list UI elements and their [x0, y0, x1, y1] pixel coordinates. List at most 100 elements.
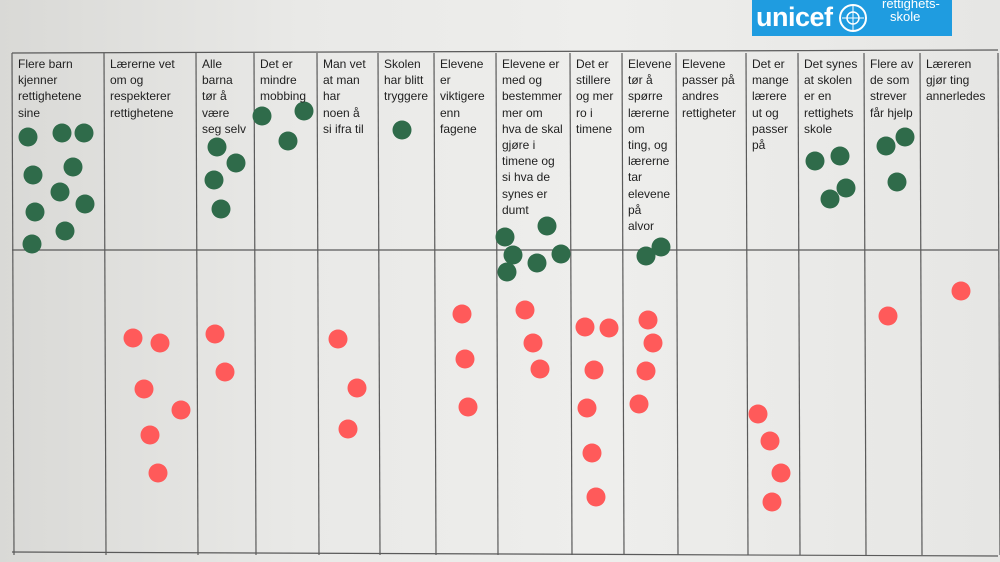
- green-dot: [25, 202, 45, 222]
- green-dot: [805, 151, 825, 171]
- logo-subtitle-line2: skole: [890, 9, 921, 24]
- grid-lines: [11, 49, 1000, 557]
- unicef-emblem-icon: [839, 4, 867, 32]
- red-dot: [205, 324, 225, 344]
- column-label-4: Det er mindre mobbing: [260, 57, 307, 104]
- red-dot: [148, 463, 168, 483]
- green-dot: [503, 245, 523, 265]
- column-label-14: Flere av de som strever får hjelp: [870, 57, 914, 120]
- green-dot: [876, 136, 896, 156]
- unicef-logo: unicef rettighets- skole: [752, 0, 952, 36]
- red-dot: [577, 398, 597, 418]
- column-label-9: Det er stillere og mer ro i timene: [576, 57, 614, 136]
- grid-column-divider: [495, 52, 499, 556]
- green-dot: [651, 237, 671, 257]
- grid-column-divider: [675, 52, 679, 556]
- green-dot: [211, 199, 231, 219]
- red-dot: [530, 359, 550, 379]
- column-label-13: Det synes at skolen er en rettighets sko…: [804, 57, 858, 136]
- red-dot: [584, 360, 604, 380]
- green-dot: [55, 221, 75, 241]
- grid-column-divider: [11, 52, 15, 556]
- red-dot: [638, 310, 658, 330]
- green-dot: [23, 165, 43, 185]
- red-dot: [771, 463, 791, 483]
- green-dot: [18, 127, 38, 147]
- grid-column-divider: [919, 52, 923, 556]
- red-dot: [762, 492, 782, 512]
- grid-column-divider: [433, 52, 437, 556]
- column-label-15: Læreren gjør ting annerledes: [926, 57, 986, 104]
- column-label-5: Man vet at man har noen å si ifra til: [323, 57, 366, 136]
- green-dot: [887, 172, 907, 192]
- column-label-10: Elevene tør å spørre lærerne om ting, og…: [628, 57, 672, 234]
- green-dot: [74, 123, 94, 143]
- green-dot: [278, 131, 298, 151]
- dot-stickers: [18, 101, 971, 512]
- green-dot: [207, 137, 227, 157]
- column-label-6: Skolen har blitt tryggere: [384, 57, 429, 104]
- red-dot: [171, 400, 191, 420]
- green-dot: [551, 244, 571, 264]
- red-dot: [140, 425, 160, 445]
- grid-column-divider: [103, 52, 107, 556]
- column-label-11: Elevene passer på andres rettigheter: [682, 57, 737, 120]
- green-dot: [392, 120, 412, 140]
- green-dot: [50, 182, 70, 202]
- logo-subtitle-line1: rettighets-: [882, 0, 940, 11]
- grid-column-divider: [569, 52, 573, 556]
- green-dot: [497, 262, 517, 282]
- red-dot: [760, 431, 780, 451]
- red-dot: [643, 333, 663, 353]
- red-dot: [338, 419, 358, 439]
- grid-column-divider: [253, 52, 257, 556]
- grid-top-line: [11, 49, 999, 54]
- green-dot: [204, 170, 224, 190]
- green-dot: [836, 178, 856, 198]
- red-dot: [455, 349, 475, 369]
- red-dot: [575, 317, 595, 337]
- green-dot: [294, 101, 314, 121]
- green-dot: [63, 157, 83, 177]
- red-dot: [951, 281, 971, 301]
- grid-column-divider: [195, 52, 199, 556]
- green-dot: [22, 234, 42, 254]
- red-dot: [123, 328, 143, 348]
- green-dot: [636, 246, 656, 266]
- grid-bottom-line: [11, 551, 999, 557]
- red-dot: [347, 378, 367, 398]
- column-label-12: Det er mange lærere ut og passer på: [752, 57, 789, 153]
- column-label-1: Flere barn kjenner rettighetene sine: [18, 57, 82, 120]
- red-dot: [636, 361, 656, 381]
- green-dot: [52, 123, 72, 143]
- green-dot: [820, 189, 840, 209]
- green-dot: [895, 127, 915, 147]
- green-dot: [527, 253, 547, 273]
- logo-wordmark: unicef: [756, 2, 833, 32]
- green-dot: [75, 194, 95, 214]
- green-dot: [830, 146, 850, 166]
- grid-column-divider: [377, 52, 381, 556]
- red-dot: [515, 300, 535, 320]
- red-dot: [748, 404, 768, 424]
- green-dot: [495, 227, 515, 247]
- grid-column-divider: [745, 52, 749, 556]
- red-dot: [134, 379, 154, 399]
- red-dot: [150, 333, 170, 353]
- red-dot: [523, 333, 543, 353]
- red-dot: [586, 487, 606, 507]
- grid-column-divider: [316, 52, 320, 556]
- green-dot: [537, 216, 557, 236]
- red-dot: [328, 329, 348, 349]
- green-dot: [226, 153, 246, 173]
- red-dot: [452, 304, 472, 324]
- red-dot: [599, 318, 619, 338]
- column-label-2: Lærerne vet om og respekterer rettighete…: [110, 57, 175, 120]
- grid-column-divider: [863, 52, 867, 556]
- red-dot: [215, 362, 235, 382]
- column-label-3: Alle barna tør å være seg selv: [202, 57, 247, 136]
- red-dot: [582, 443, 602, 463]
- red-dot: [878, 306, 898, 326]
